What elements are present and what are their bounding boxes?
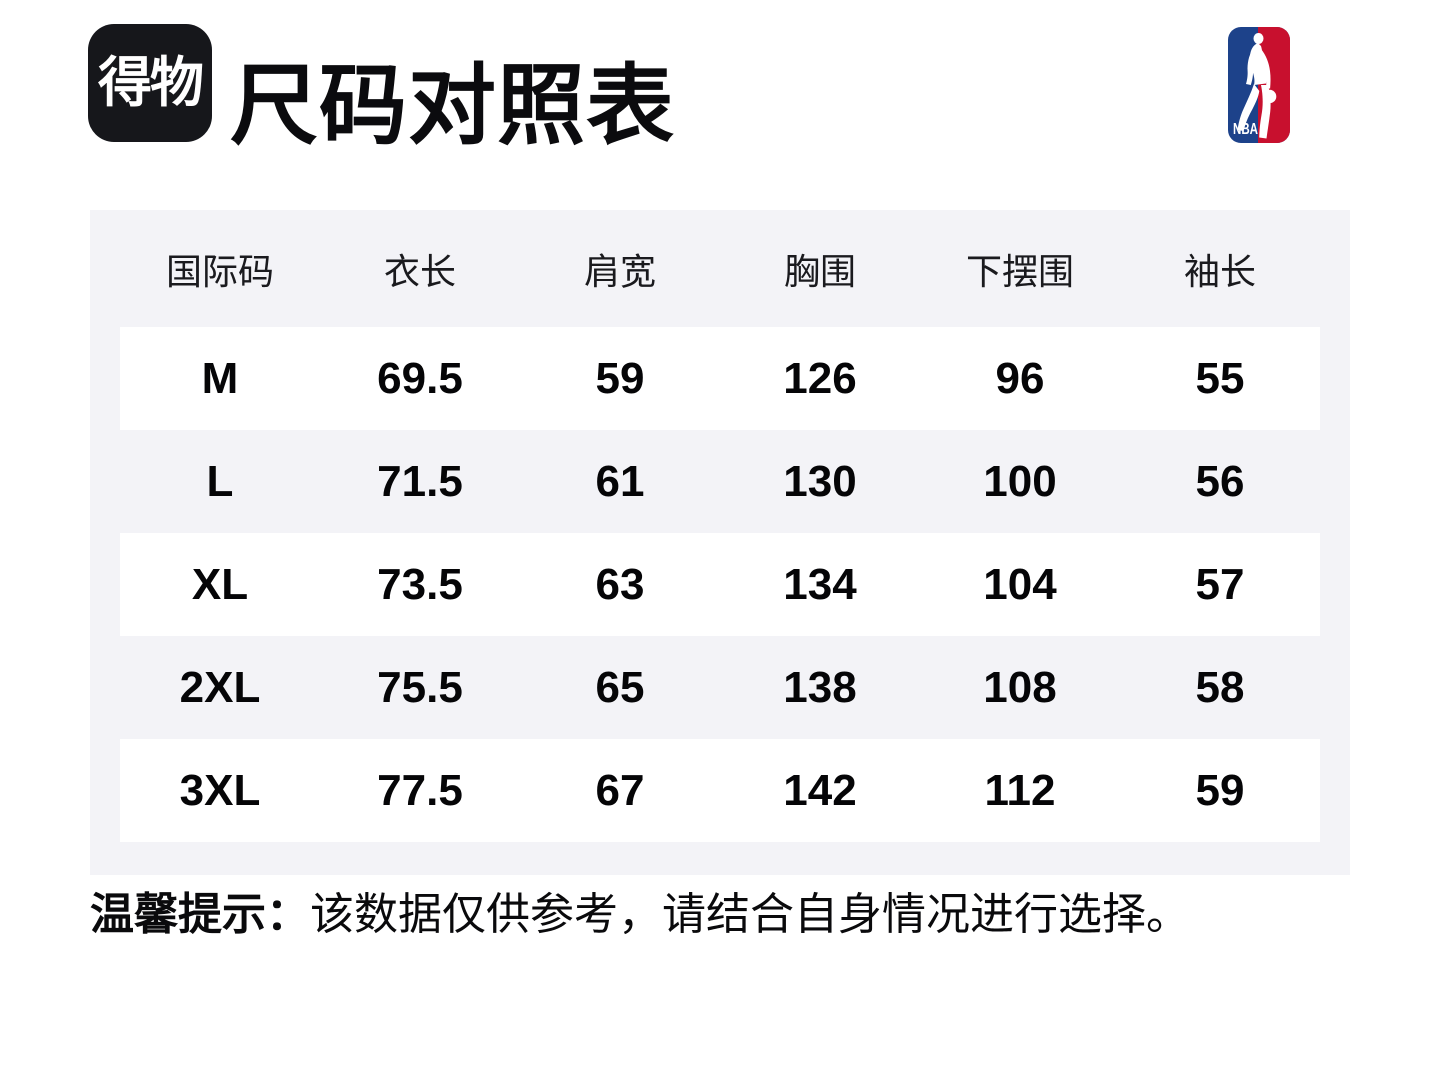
cell-value: 67: [595, 765, 645, 815]
nba-logo-svg: NBA: [1228, 27, 1290, 143]
col-header-shoulder-width: 肩宽: [583, 250, 656, 292]
cell-value: 77.5: [377, 765, 463, 815]
table-row: M 69.5 59 126 96 55: [120, 327, 1320, 430]
cell-value: 69.5: [377, 353, 463, 403]
size-label: 2XL: [179, 662, 261, 712]
cell-value: 56: [1195, 456, 1245, 506]
cell-value: 73.5: [377, 559, 463, 609]
cell-value: 58: [1195, 662, 1245, 712]
col-header-intl-size: 国际码: [165, 250, 274, 292]
dewu-logo: 得物: [88, 24, 212, 142]
size-label: M: [201, 353, 239, 403]
disclaimer-note: 温馨提示：该数据仅供参考，请结合自身情况进行选择。: [90, 886, 1390, 944]
nba-logo-icon: NBA: [1228, 27, 1290, 143]
table-row: 3XL 77.5 67 142 112 59: [120, 739, 1320, 842]
nba-player-silhouette: [1237, 33, 1277, 139]
note-text: 该数据仅供参考，请结合自身情况进行选择。: [310, 890, 1190, 939]
cell-value: 96: [995, 353, 1045, 403]
col-header-garment-length: 衣长: [383, 250, 456, 292]
cell-value: 142: [783, 765, 857, 815]
page-title: 尺码对照表: [230, 55, 676, 155]
col-header-hem: 下摆围: [965, 250, 1074, 292]
table-row: 2XL 75.5 65 138 108 58: [120, 636, 1320, 739]
cell-value: 63: [595, 559, 645, 609]
cell-value: 104: [983, 559, 1057, 609]
cell-value: 57: [1195, 559, 1245, 609]
cell-value: 126: [783, 353, 857, 403]
col-header-chest: 胸围: [783, 250, 856, 292]
size-label: 3XL: [179, 765, 261, 815]
dewu-logo-text: 得物: [98, 53, 204, 113]
col-header-sleeve-length: 袖长: [1183, 250, 1256, 292]
cell-value: 65: [595, 662, 645, 712]
cell-value: 108: [983, 662, 1057, 712]
note-prefix: 温馨提示：: [90, 890, 310, 939]
cell-value: 138: [783, 662, 857, 712]
cell-value: 55: [1195, 353, 1245, 403]
cell-value: 71.5: [377, 456, 463, 506]
cell-value: 75.5: [377, 662, 463, 712]
cell-value: 112: [984, 765, 1056, 815]
table-row: XL 73.5 63 134 104 57: [120, 533, 1320, 636]
size-table: 国际码 衣长 肩宽 胸围 下摆围 袖长 M 69.5 59 126 96 55 …: [90, 210, 1350, 875]
size-label: XL: [191, 559, 249, 609]
nba-logo-wordmark: NBA: [1233, 121, 1258, 138]
cell-value: 100: [983, 456, 1057, 506]
cell-value: 130: [783, 456, 857, 506]
table-row: L 71.5 61 130 100 56: [120, 430, 1320, 533]
cell-value: 59: [1195, 765, 1245, 815]
table-header-row: 国际码 衣长 肩宽 胸围 下摆围 袖长: [120, 210, 1320, 327]
cell-value: 134: [783, 559, 857, 609]
size-label: L: [206, 456, 234, 506]
cell-value: 61: [595, 456, 645, 506]
cell-value: 59: [595, 353, 645, 403]
